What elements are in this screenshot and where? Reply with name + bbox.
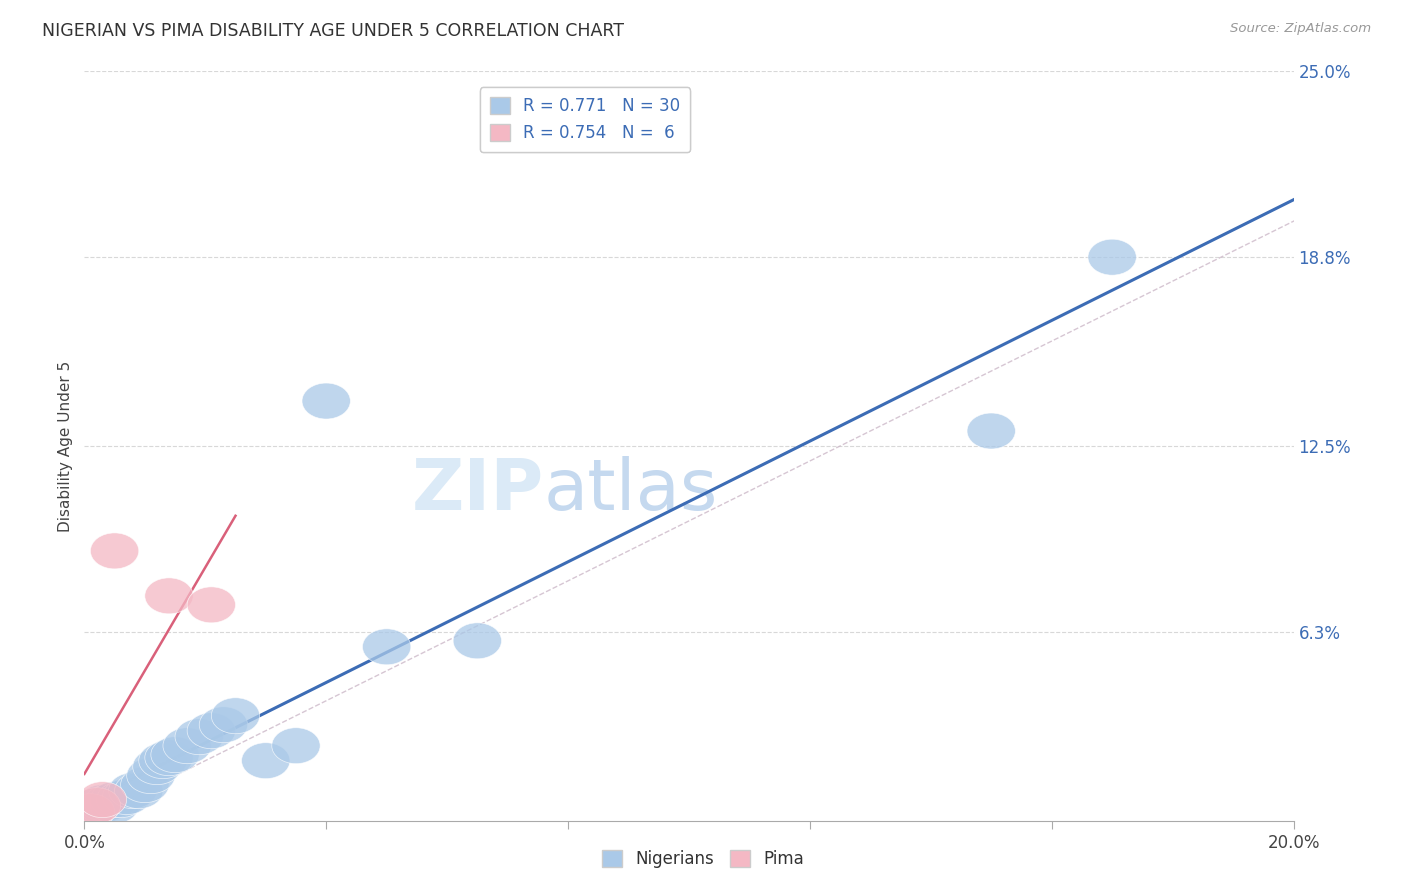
Ellipse shape (103, 779, 150, 814)
Text: Source: ZipAtlas.com: Source: ZipAtlas.com (1230, 22, 1371, 36)
Ellipse shape (132, 748, 181, 785)
Text: atlas: atlas (544, 457, 718, 525)
Ellipse shape (211, 698, 260, 734)
Ellipse shape (163, 728, 211, 764)
Ellipse shape (145, 739, 193, 776)
Ellipse shape (200, 706, 247, 743)
Ellipse shape (271, 728, 321, 764)
Ellipse shape (72, 788, 121, 823)
Legend: R = 0.771   N = 30, R = 0.754   N =  6: R = 0.771 N = 30, R = 0.754 N = 6 (479, 87, 690, 152)
Ellipse shape (72, 790, 121, 827)
Legend: Nigerians, Pima: Nigerians, Pima (595, 843, 811, 875)
Text: NIGERIAN VS PIMA DISABILITY AGE UNDER 5 CORRELATION CHART: NIGERIAN VS PIMA DISABILITY AGE UNDER 5 … (42, 22, 624, 40)
Ellipse shape (97, 781, 145, 818)
Ellipse shape (108, 772, 157, 809)
Ellipse shape (242, 743, 290, 779)
Ellipse shape (302, 383, 350, 419)
Ellipse shape (72, 788, 121, 823)
Ellipse shape (145, 578, 193, 614)
Ellipse shape (121, 767, 169, 803)
Ellipse shape (115, 772, 163, 809)
Text: ZIP: ZIP (412, 457, 544, 525)
Ellipse shape (453, 623, 502, 659)
Ellipse shape (66, 794, 115, 830)
Ellipse shape (79, 781, 127, 818)
Ellipse shape (363, 629, 411, 665)
Ellipse shape (187, 713, 236, 748)
Ellipse shape (84, 785, 132, 821)
Ellipse shape (187, 587, 236, 623)
Ellipse shape (90, 781, 139, 818)
Ellipse shape (967, 413, 1015, 449)
Ellipse shape (90, 533, 139, 569)
Ellipse shape (90, 788, 139, 823)
Ellipse shape (1088, 239, 1136, 275)
Ellipse shape (150, 737, 200, 772)
Ellipse shape (79, 788, 127, 823)
Y-axis label: Disability Age Under 5: Disability Age Under 5 (58, 360, 73, 532)
Ellipse shape (79, 785, 127, 821)
Ellipse shape (127, 757, 176, 794)
Ellipse shape (66, 794, 115, 830)
Ellipse shape (176, 719, 224, 755)
Ellipse shape (139, 743, 187, 779)
